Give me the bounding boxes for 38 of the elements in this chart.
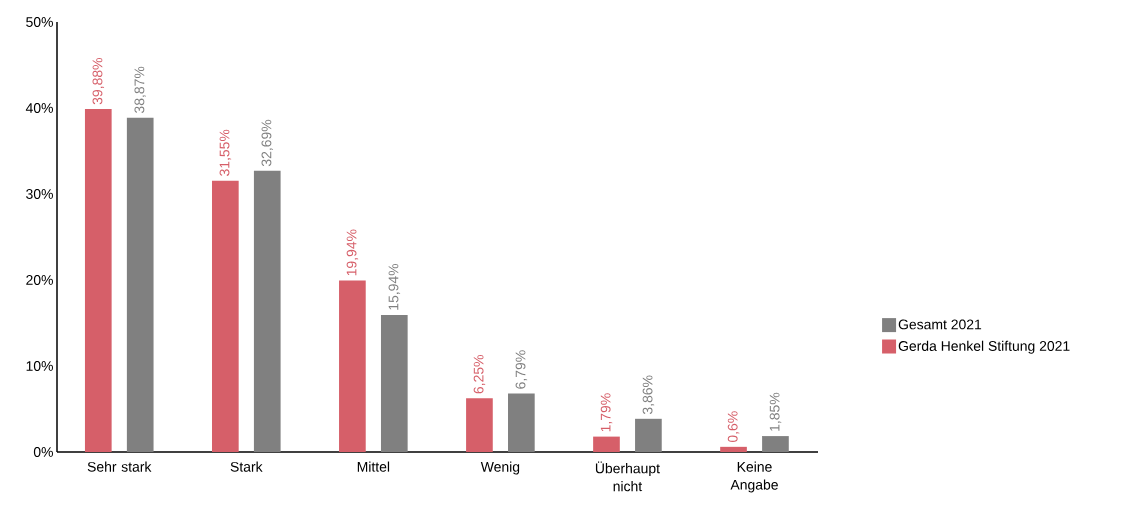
x-tick-label: Wenig (480, 461, 520, 475)
x-tick-label: Überhaupt nicht (595, 461, 660, 492)
y-tick-label: 10% (26, 361, 53, 371)
data-label: 31,55% (219, 129, 232, 176)
bar (762, 436, 789, 452)
data-label: 6,79% (515, 350, 528, 389)
data-label: 1,79% (600, 393, 613, 432)
data-label: 0,6% (727, 411, 740, 443)
bar (253, 170, 281, 452)
bar (466, 398, 493, 452)
data-label: 19,94% (346, 229, 359, 276)
legend-label: Gerda Henkel Stiftung 2021 (898, 340, 1070, 354)
data-label: 1,85% (769, 392, 782, 431)
bar (593, 436, 620, 452)
x-tick-label: Stark (230, 461, 263, 472)
bar (339, 280, 366, 452)
data-label: 39,88% (92, 58, 105, 105)
y-tick-label: 30% (26, 189, 53, 199)
data-label: 3,86% (642, 375, 655, 415)
data-label: 38,87% (134, 66, 146, 113)
bar (720, 446, 747, 452)
bar (508, 393, 535, 452)
bar (84, 109, 112, 452)
legend-label: Gesamt 2021 (898, 319, 982, 330)
data-label: 32,69% (261, 119, 274, 167)
x-tick-label: Sehr stark (87, 461, 152, 472)
x-tick-label: Keine Angabe (730, 461, 778, 493)
x-tick-label: Mittel (357, 461, 390, 472)
y-tick-label: 40% (25, 103, 53, 113)
data-label: 15,94% (388, 263, 401, 310)
y-tick-label: 20% (26, 275, 53, 285)
bar (212, 180, 239, 452)
data-label: 6,25% (473, 355, 486, 394)
bar (635, 418, 662, 452)
bar (380, 314, 408, 452)
y-tick-label: 0% (33, 447, 53, 457)
y-tick-label: 50% (26, 17, 53, 27)
bar (126, 117, 154, 452)
